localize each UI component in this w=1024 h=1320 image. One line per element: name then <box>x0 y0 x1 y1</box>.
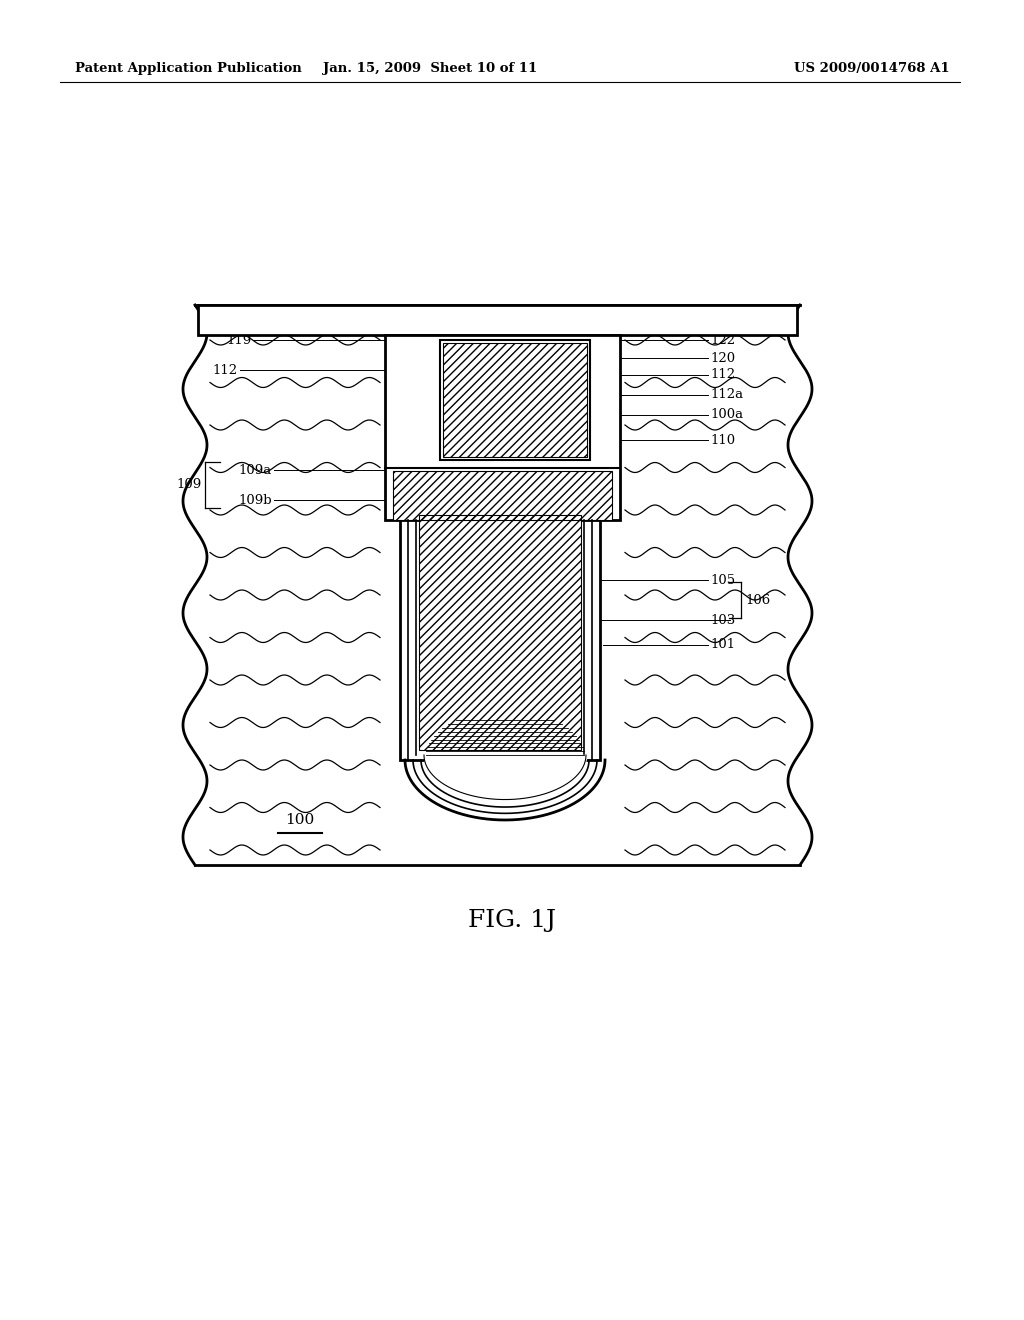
Text: 112a: 112a <box>710 388 743 401</box>
Bar <box>440 341 590 459</box>
Text: 100a: 100a <box>710 408 743 421</box>
Text: 109b: 109b <box>239 494 272 507</box>
Bar <box>419 515 581 750</box>
Text: 109: 109 <box>177 479 202 491</box>
Text: 103: 103 <box>710 614 735 627</box>
Text: 105: 105 <box>710 573 735 586</box>
Bar <box>393 471 612 520</box>
Text: 106: 106 <box>745 594 770 606</box>
Bar <box>385 335 620 520</box>
Text: 119: 119 <box>226 334 252 346</box>
Text: 109a: 109a <box>239 463 272 477</box>
Bar <box>198 305 797 335</box>
Text: 124: 124 <box>227 312 252 325</box>
Text: 122: 122 <box>710 334 735 346</box>
Bar <box>195 305 800 865</box>
Text: 100: 100 <box>286 813 314 828</box>
Text: 101: 101 <box>710 639 735 652</box>
Bar <box>400 520 600 760</box>
Text: 114: 114 <box>710 312 735 325</box>
Text: Patent Application Publication: Patent Application Publication <box>75 62 302 75</box>
Text: 120: 120 <box>710 351 735 364</box>
Text: FIG. 1J: FIG. 1J <box>468 908 556 932</box>
Text: US 2009/0014768 A1: US 2009/0014768 A1 <box>795 62 950 75</box>
Text: 110: 110 <box>710 433 735 446</box>
Bar <box>443 343 587 457</box>
Bar <box>393 471 612 520</box>
Text: 112: 112 <box>710 368 735 381</box>
Text: 112: 112 <box>213 363 238 376</box>
Bar <box>419 515 581 750</box>
Text: Jan. 15, 2009  Sheet 10 of 11: Jan. 15, 2009 Sheet 10 of 11 <box>323 62 538 75</box>
